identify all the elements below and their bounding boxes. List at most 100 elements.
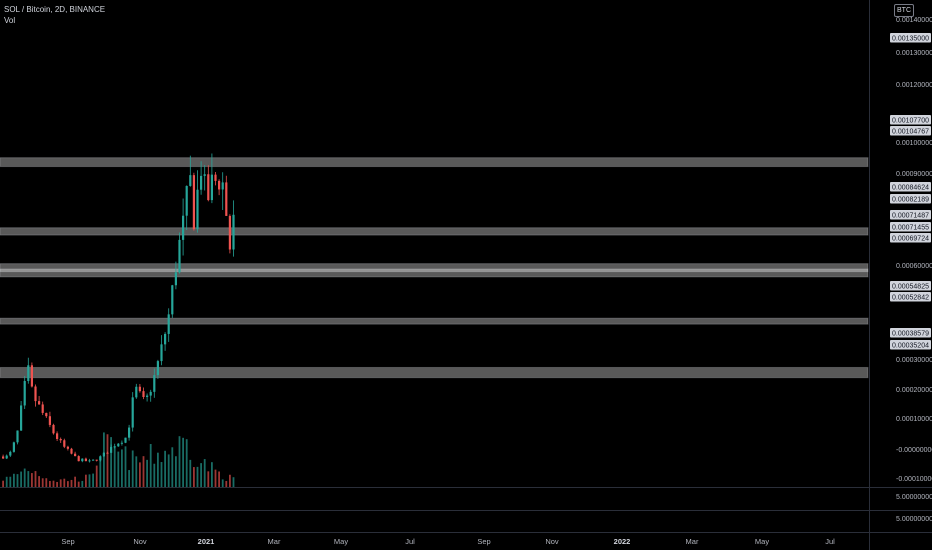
volume-bars — [2, 432, 235, 487]
volume-bar — [16, 474, 19, 487]
candle-body — [210, 174, 213, 201]
candle-body — [218, 180, 221, 190]
volume-bar — [185, 439, 188, 487]
volume-bar — [182, 437, 184, 487]
volume-bar — [110, 437, 112, 487]
volume-bar — [70, 479, 73, 487]
volume-bar — [149, 444, 152, 487]
zone-upper-label-box — [890, 233, 931, 243]
sr-zone — [0, 263, 868, 272]
volume-bar — [218, 471, 220, 487]
candle-body — [120, 442, 123, 444]
price-label-box — [890, 33, 931, 43]
candles — [2, 153, 235, 463]
y-tick-label: 0.00060000 — [896, 263, 932, 270]
candle-body — [63, 440, 66, 447]
volume-bar — [232, 477, 235, 487]
x-tick-label: Sep — [477, 537, 490, 546]
candle-body — [117, 443, 120, 447]
sr-zone-border — [0, 317, 869, 325]
sr-zones — [0, 157, 869, 379]
candle-body — [23, 380, 26, 406]
x-tick-label: Mar — [686, 537, 699, 546]
volume-tick-label: 5.00000000 — [896, 494, 932, 501]
volume-bar — [221, 479, 224, 487]
x-tick-label: Mar — [268, 537, 281, 546]
sr-zone-border — [0, 227, 869, 236]
volume-bar — [77, 481, 80, 487]
volume-bar — [153, 463, 156, 487]
candle-body — [214, 174, 217, 181]
candle-body — [5, 455, 8, 459]
y-tick-label: 0.00100000 — [896, 140, 932, 147]
candle-body — [174, 272, 177, 286]
volume-bar — [63, 478, 66, 487]
zone-upper-label: 0.00054825 — [892, 284, 929, 291]
volume-bar — [207, 471, 210, 487]
volume-bar — [41, 478, 44, 487]
volume-bar — [95, 465, 98, 487]
candle-body — [203, 174, 206, 176]
volume-bar — [49, 480, 51, 487]
candle-body — [167, 314, 170, 334]
candle-body — [135, 386, 138, 398]
candle-body — [81, 458, 84, 462]
candle-body — [16, 430, 19, 443]
candle-body — [95, 459, 98, 461]
volume-bar — [99, 457, 102, 487]
volume-tick-label: 5.00000000 — [896, 516, 932, 523]
volume-bar — [23, 468, 26, 487]
x-tick-label: May — [334, 537, 348, 546]
price-axis: 0.00140000 0.00130000 0.00120000 0.00100000… — [890, 17, 932, 523]
volume-bar — [128, 470, 130, 487]
zone-lower-label-box — [890, 340, 931, 350]
candle-body — [2, 456, 5, 459]
symbol-title[interactable]: SOL / Bitcoin, 2D, BINANCE — [4, 5, 106, 14]
candle-body — [225, 182, 228, 216]
volume-bar — [88, 474, 91, 487]
candle-body — [38, 401, 41, 405]
volume-bar — [131, 450, 134, 487]
volume-bar — [5, 476, 8, 487]
volume-bar — [135, 456, 138, 487]
sr-zone-border — [0, 263, 869, 273]
candle-body — [146, 395, 149, 398]
volume-bar — [85, 474, 87, 487]
candle-body — [56, 433, 59, 439]
y-tick-label: -0.00010000 — [896, 476, 932, 483]
volume-bar — [214, 469, 217, 487]
zone-lower-label-box — [890, 292, 931, 302]
x-tick-label: Nov — [133, 537, 147, 546]
volume-bar — [74, 476, 76, 487]
volume-bar — [38, 476, 40, 487]
sr-zone — [0, 157, 868, 167]
candle-body — [156, 361, 159, 376]
candle-body — [182, 215, 185, 240]
candle-body — [27, 365, 30, 381]
volume-bar — [160, 462, 163, 487]
volume-bar — [225, 480, 228, 487]
volume-bar — [178, 436, 181, 487]
candle-body — [171, 285, 174, 315]
volume-bar — [20, 471, 22, 487]
sr-zone-border — [0, 268, 869, 278]
volume-bar — [27, 471, 30, 487]
sr-zone-border — [0, 157, 869, 168]
volume-bar — [211, 462, 213, 487]
x-tick-label: 2022 — [614, 537, 631, 546]
volume-indicator-label[interactable]: Vol — [4, 16, 16, 25]
y-tick-label: 0.00030000 — [896, 357, 932, 364]
y-tick-label: 0.00010000 — [896, 416, 932, 423]
currency-badge[interactable]: BTC — [894, 4, 914, 17]
x-tick-label: May — [755, 537, 769, 546]
x-tick-label: Nov — [545, 537, 559, 546]
candle-body — [20, 405, 23, 431]
volume-bar — [164, 450, 166, 487]
sr-zone — [0, 227, 868, 236]
candle-body — [142, 391, 145, 398]
volume-bar — [229, 474, 231, 487]
volume-bar — [59, 479, 62, 487]
volume-bar — [34, 471, 37, 487]
zone-lower-label: 0.00035204 — [892, 343, 929, 350]
